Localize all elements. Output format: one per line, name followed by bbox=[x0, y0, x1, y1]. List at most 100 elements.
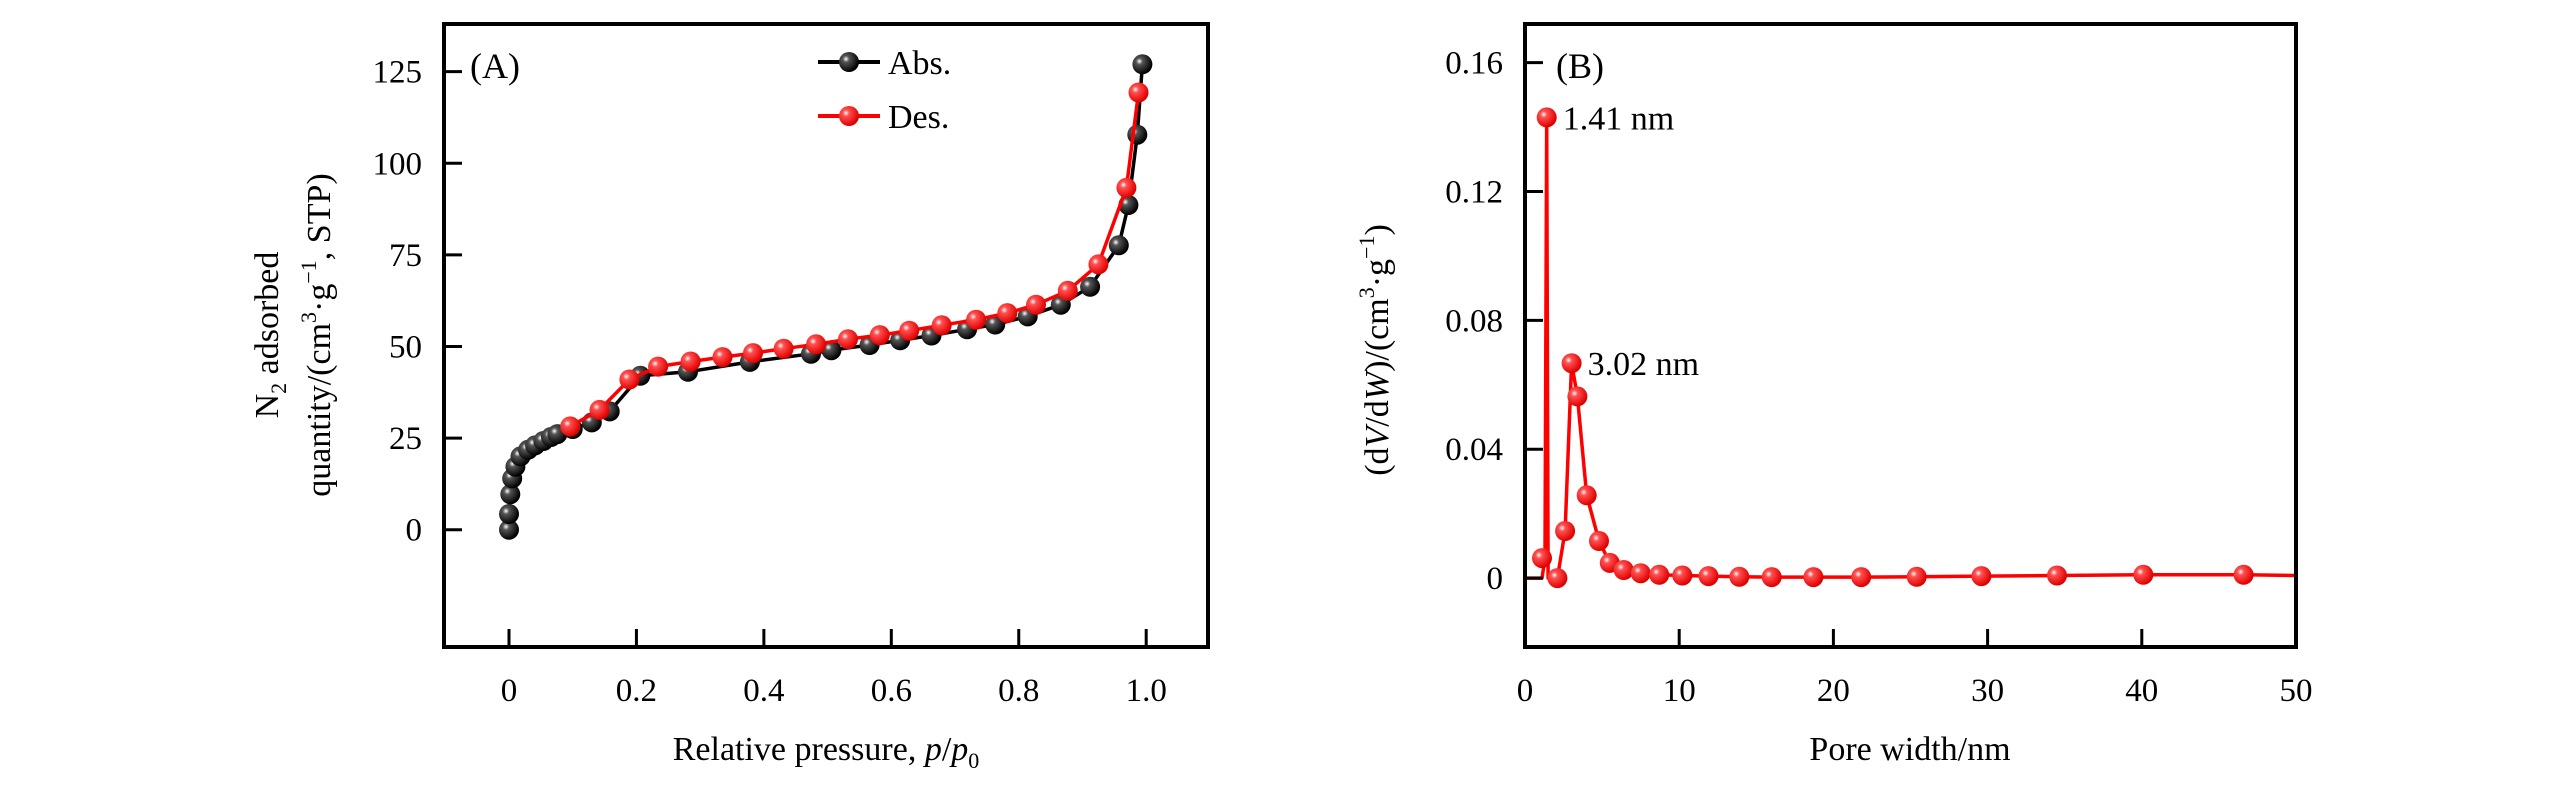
data-point-des bbox=[743, 343, 763, 364]
y-tick-label: 0.08 bbox=[1445, 303, 1503, 339]
panel-b-frame bbox=[1523, 22, 2298, 649]
x-tick-label: 20 bbox=[1817, 673, 1850, 709]
series-line-abs bbox=[507, 64, 1145, 530]
data-point-psd bbox=[1561, 353, 1582, 374]
x-tick-label: 30 bbox=[1971, 673, 2004, 709]
data-point-psd bbox=[1649, 564, 1670, 585]
data-point-psd bbox=[1630, 563, 1651, 584]
panel-a-frame bbox=[442, 22, 1210, 649]
data-point-abs bbox=[1108, 235, 1129, 256]
data-point-psd bbox=[1851, 567, 1872, 588]
data-point-psd bbox=[1589, 531, 1609, 551]
x-tick-label: 1.0 bbox=[1126, 673, 1167, 709]
data-point-des bbox=[1088, 254, 1109, 275]
panel-a: 0 0.2 0.4 0.6 0.8 1.0 0 25 50 75 100 125 (A) Abs. … bbox=[249, 22, 1210, 773]
annotation-peak-1-41: 1.41 nm bbox=[1563, 100, 1674, 137]
series-line-des bbox=[569, 92, 1141, 428]
panel-b-x-axis-title: Pore width/nm bbox=[1809, 731, 2010, 768]
data-point-des bbox=[838, 329, 858, 350]
data-point-des bbox=[560, 416, 581, 437]
data-point-des bbox=[589, 399, 610, 420]
data-point-psd bbox=[1729, 566, 1750, 587]
data-point-psd bbox=[1532, 548, 1552, 569]
data-point-des bbox=[1026, 294, 1046, 315]
data-point-des bbox=[1128, 82, 1149, 103]
data-point-des bbox=[773, 338, 794, 359]
data-point-des bbox=[619, 369, 640, 390]
data-point-psd bbox=[2133, 564, 2154, 585]
data-point-psd bbox=[1761, 567, 1782, 588]
data-point-psd bbox=[1576, 485, 1597, 506]
data-point-des bbox=[869, 325, 890, 346]
panel-b-label: (B) bbox=[1556, 46, 1604, 86]
x-tick-label: 0 bbox=[501, 673, 518, 709]
data-point-des bbox=[997, 303, 1018, 324]
data-point-des bbox=[712, 347, 733, 368]
y-tick-label: 100 bbox=[373, 146, 423, 182]
panel-a-x-axis-title: Relative pressure, p/p0 bbox=[673, 731, 980, 773]
data-point-psd bbox=[1906, 566, 1927, 587]
x-tick-label: 0.6 bbox=[871, 673, 912, 709]
panel-b-x-ticks: 0 10 20 30 40 50 bbox=[1517, 629, 2313, 709]
data-point-des bbox=[899, 320, 920, 341]
legend-abs-label: Abs. bbox=[888, 45, 951, 82]
annotation-peak-3-02: 3.02 nm bbox=[1588, 346, 1699, 383]
data-point-psd bbox=[1803, 567, 1824, 588]
x-tick-label: 0 bbox=[1517, 673, 1534, 709]
y-tick-label: 75 bbox=[389, 238, 422, 274]
data-point-psd bbox=[2233, 564, 2254, 585]
data-point-psd bbox=[1547, 568, 1568, 589]
data-point-des bbox=[966, 309, 987, 330]
data-point-psd bbox=[1613, 560, 1634, 580]
x-tick-label: 40 bbox=[2125, 673, 2158, 709]
data-point-abs bbox=[821, 340, 842, 361]
y-tick-label: 0.16 bbox=[1445, 46, 1503, 82]
data-point-psd bbox=[1672, 565, 1693, 586]
x-tick-label: 10 bbox=[1663, 673, 1696, 709]
y-tick-label: 0.12 bbox=[1445, 175, 1503, 211]
data-point-psd bbox=[1698, 566, 1719, 587]
panel-a-x-ticks: 0 0.2 0.4 0.6 0.8 1.0 bbox=[501, 629, 1167, 709]
data-point-abs bbox=[1127, 124, 1148, 145]
data-point-psd bbox=[1536, 107, 1557, 128]
data-point-des bbox=[1116, 177, 1137, 198]
legend-item-des: Des. bbox=[818, 99, 949, 136]
data-point-abs bbox=[1080, 276, 1101, 297]
x-tick-label: 0.4 bbox=[743, 673, 784, 709]
data-point-des bbox=[648, 356, 669, 377]
data-point-abs bbox=[500, 484, 521, 505]
data-point-abs bbox=[1132, 54, 1153, 75]
panel-b-y-ticks: 0 0.04 0.08 0.12 0.16 bbox=[1445, 46, 1543, 597]
data-point-abs bbox=[499, 519, 519, 540]
legend-des-label: Des. bbox=[888, 99, 949, 136]
data-point-des bbox=[806, 334, 827, 355]
panel-a-y-axis-title: N2 adsorbed quantity/(cm3·g−1, STP) bbox=[249, 173, 338, 496]
y-tick-label: 0 bbox=[1487, 561, 1504, 597]
data-point-psd bbox=[1555, 521, 1576, 541]
panel-a-y-axis-title-line2: quantity/(cm3·g−1, STP) bbox=[296, 173, 338, 496]
x-tick-label: 0.8 bbox=[998, 673, 1039, 709]
data-point-psd bbox=[1567, 386, 1588, 407]
panel-b-y-axis-title: (dV/dW)/(cm3·g−1) bbox=[1354, 224, 1396, 476]
panel-a-y-ticks: 0 25 50 75 100 125 bbox=[373, 55, 462, 549]
data-point-abs bbox=[499, 504, 519, 524]
data-point-des bbox=[1057, 280, 1078, 301]
data-point-psd bbox=[2047, 565, 2067, 586]
y-tick-label: 50 bbox=[389, 329, 422, 365]
panel-a-series bbox=[499, 54, 1153, 540]
panel-b-series bbox=[1525, 107, 2297, 589]
data-point-des bbox=[931, 315, 952, 336]
y-tick-label: 0.04 bbox=[1445, 432, 1503, 468]
data-point-psd bbox=[1971, 566, 1992, 587]
panel-a-label: (A) bbox=[470, 46, 520, 86]
panel-a-y-axis-title-line1: N2 adsorbed bbox=[249, 252, 291, 419]
data-point-des bbox=[680, 351, 701, 372]
legend-abs-marker bbox=[839, 52, 859, 72]
panel-b: 0 10 20 30 40 50 0 0.04 0.08 0.12 0.16 (B) 1.41 n… bbox=[1354, 22, 2313, 768]
legend-des-marker bbox=[839, 106, 859, 126]
x-tick-label: 0.2 bbox=[616, 673, 657, 709]
y-tick-label: 25 bbox=[389, 421, 422, 457]
x-tick-label: 50 bbox=[2280, 673, 2313, 709]
y-tick-label: 125 bbox=[373, 55, 423, 91]
